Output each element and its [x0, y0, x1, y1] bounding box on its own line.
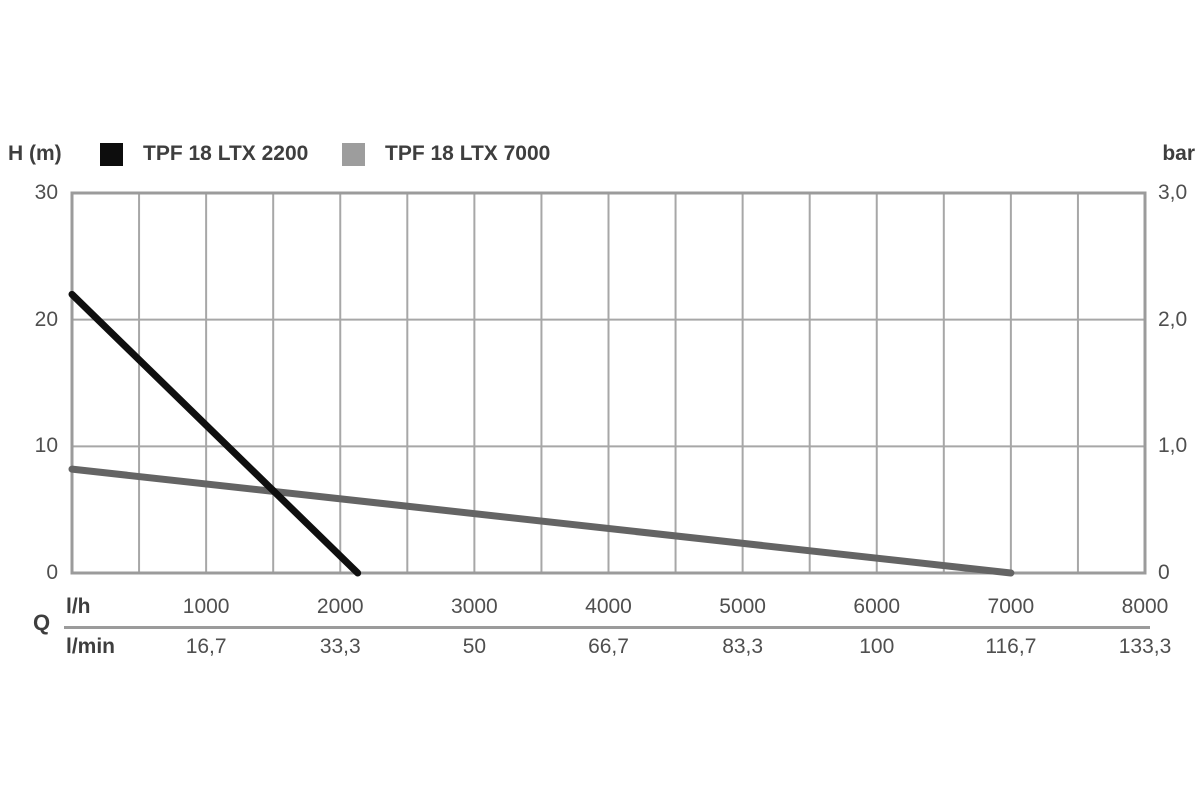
x-axis-label-q: Q — [33, 610, 51, 635]
x-lmin-tick: 116,7 — [985, 635, 1037, 658]
y-axis-right-title: bar — [1162, 142, 1195, 165]
legend-swatch-tpf-18-ltx-7000 — [342, 143, 365, 166]
y-axis-left-title: H (m) — [8, 142, 62, 165]
x-lh-tick: 6000 — [853, 595, 901, 618]
x-lmin-tick: 100 — [859, 635, 895, 658]
x-lh-tick: 3000 — [451, 595, 498, 618]
legend-swatch-tpf-18-ltx-2200 — [100, 143, 123, 166]
x-lmin-tick: 133,3 — [1118, 635, 1172, 658]
y-tick-right: 2,0 — [1158, 307, 1188, 331]
x-lmin-tick: 50 — [462, 635, 487, 658]
x-lmin-tick: 83,3 — [722, 635, 764, 658]
y-tick-right: 1,0 — [1158, 434, 1188, 458]
y-tick-right: 0 — [1158, 561, 1170, 584]
x-axis-unit-lmin: l/min — [66, 635, 116, 658]
x-axis-unit-lh: l/h — [66, 595, 91, 618]
y-tick-left: 20 — [34, 307, 58, 331]
y-tick-left: 30 — [34, 181, 58, 204]
y-tick-left: 10 — [34, 434, 58, 458]
x-lh-tick: 4000 — [585, 595, 632, 618]
x-lmin-tick: 16,7 — [185, 635, 227, 658]
plot-area — [68, 191, 1147, 577]
legend-label-tpf-18-ltx-7000: TPF 18 LTX 7000 — [385, 142, 551, 165]
y-tick-left: 0 — [46, 561, 58, 584]
x-lh-tick: 8000 — [1121, 595, 1169, 618]
x-lmin-tick: 66,7 — [588, 635, 629, 658]
series-line-tpf-18-ltx-7000 — [68, 465, 1015, 577]
x-lh-tick: 7000 — [987, 595, 1035, 618]
legend-label-tpf-18-ltx-2200: TPF 18 LTX 2200 — [143, 142, 309, 165]
plot-frame — [70, 191, 1147, 575]
x-lmin-tick: 33,3 — [319, 635, 361, 658]
y-tick-right: 3,0 — [1158, 181, 1188, 204]
x-lh-tick: 2000 — [316, 595, 364, 618]
series-line-tpf-18-ltx-2200 — [68, 290, 362, 577]
x-axis-separator-line — [64, 626, 1150, 629]
x-lh-tick: 1000 — [182, 595, 230, 618]
x-lh-tick: 5000 — [719, 595, 766, 618]
